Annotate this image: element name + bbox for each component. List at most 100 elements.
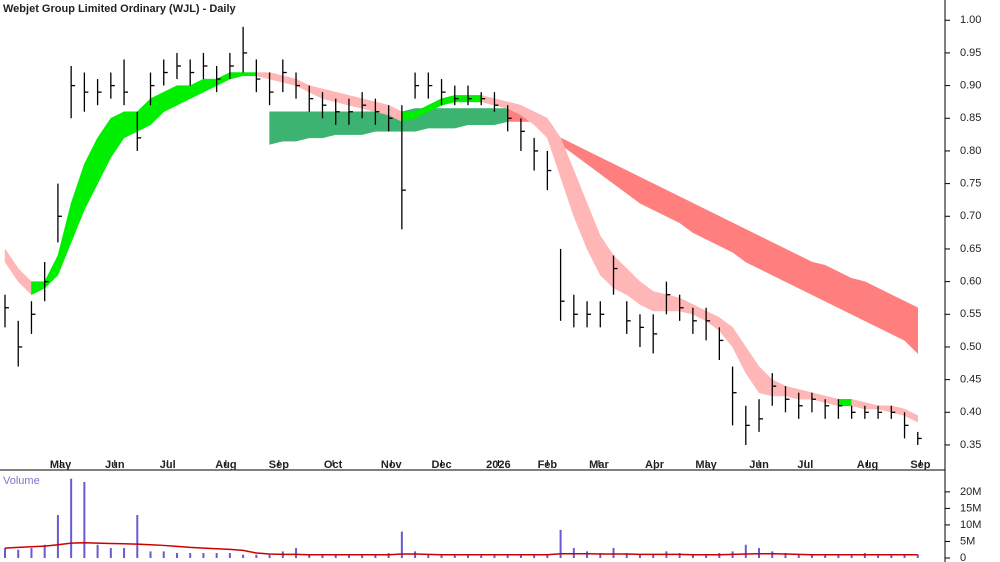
- ribbon-segment: [441, 108, 456, 129]
- ribbon-segment: [824, 264, 839, 309]
- y-tick-label: 0.40: [960, 406, 981, 418]
- ribbon-segment: [838, 271, 852, 315]
- ribbon-segment: [705, 209, 720, 247]
- volume-bar: [916, 554, 919, 558]
- volume-bar: [797, 554, 800, 558]
- volume-bar: [83, 481, 86, 558]
- volume-title: Volume: [3, 475, 40, 487]
- x-tick-label: Jul: [797, 459, 813, 471]
- ribbon-segment: [428, 108, 442, 129]
- volume-tick-label: 10M: [960, 519, 981, 531]
- volume-bar: [506, 554, 509, 558]
- volume-bar: [295, 548, 298, 558]
- x-tick-label: Sep: [269, 459, 289, 471]
- volume-bar: [863, 553, 866, 558]
- volume-bar: [427, 554, 430, 558]
- volume-bar: [308, 554, 311, 558]
- volume-tick-label: 15M: [960, 502, 981, 514]
- volume-bar: [533, 554, 536, 558]
- volume-bar: [70, 478, 73, 558]
- volume-bar: [850, 554, 853, 558]
- volume-bar: [361, 554, 364, 558]
- volume-bar: [400, 531, 403, 558]
- chart-title: Webjet Group Limited Ordinary (WJL) - Da…: [3, 3, 237, 15]
- ribbon-segment: [904, 300, 919, 355]
- volume-bar: [625, 553, 628, 558]
- volume-ma: [4, 542, 918, 556]
- volume-bar: [691, 554, 694, 558]
- ribbon-segment: [891, 294, 905, 341]
- x-tick-label: Oct: [324, 459, 343, 471]
- y-tick-label: 1.00: [960, 14, 981, 26]
- ribbon-segment: [269, 111, 284, 145]
- volume-bar: [824, 554, 827, 558]
- ribbon-segment: [772, 242, 786, 283]
- y-tick-label: 0.90: [960, 80, 981, 92]
- volume-bar: [96, 544, 99, 558]
- volume-bar: [228, 553, 231, 558]
- ribbon-segment: [309, 111, 323, 139]
- volume-bar: [149, 551, 152, 558]
- volume-bar: [718, 553, 721, 558]
- ribbon-segment: [877, 287, 892, 335]
- volume-bar: [638, 554, 641, 558]
- ribbon-segment: [758, 235, 773, 276]
- volume-bar: [480, 554, 483, 558]
- ribbon-segment: [335, 111, 350, 135]
- volume-bar: [810, 554, 813, 558]
- volume-bar: [30, 548, 33, 558]
- volume-bar: [744, 544, 747, 558]
- volume-bar: [56, 515, 59, 558]
- volume-bar: [43, 544, 46, 558]
- ribbon-segment: [811, 261, 826, 302]
- ribbon-segment: [838, 398, 852, 407]
- ribbon-segment: [322, 111, 336, 139]
- volume-bar: [215, 553, 218, 558]
- y-tick-label: 0.45: [960, 374, 981, 386]
- volume-bar: [334, 554, 337, 558]
- volume-bar: [202, 553, 205, 558]
- volume-bar: [586, 551, 589, 558]
- ribbon-segment: [295, 111, 310, 142]
- ribbon-segment: [785, 248, 799, 289]
- ribbon-segment: [719, 215, 733, 253]
- volume-tick-label: 20M: [960, 486, 981, 498]
- volume-bar: [678, 553, 681, 558]
- volume-bar: [109, 548, 112, 558]
- ribbon-segment: [282, 111, 297, 142]
- x-tick-label: Apr: [645, 459, 665, 471]
- ribbon-segment: [480, 108, 495, 126]
- volume-bar: [771, 551, 774, 558]
- volume-bar: [136, 515, 139, 558]
- volume-bar: [705, 554, 708, 558]
- x-tick-label: 2026: [486, 459, 510, 471]
- volume-bar: [903, 554, 906, 558]
- ribbon-segment: [361, 111, 376, 135]
- volume-bar: [255, 554, 258, 558]
- y-tick-label: 0.95: [960, 47, 981, 59]
- volume-bar: [175, 553, 178, 558]
- y-tick-label: 0.85: [960, 112, 981, 124]
- y-tick-label: 0.70: [960, 210, 981, 222]
- volume-bar: [493, 554, 496, 558]
- volume-tick-label: 5M: [960, 535, 975, 547]
- y-tick-label: 0.55: [960, 308, 981, 320]
- volume-bar: [321, 554, 324, 558]
- y-tick-label: 0.75: [960, 178, 981, 190]
- volume-bar: [347, 554, 350, 558]
- ribbon-segment: [242, 72, 257, 77]
- volume-bar: [890, 554, 893, 558]
- volume-bar: [784, 553, 787, 558]
- volume-bar: [519, 554, 522, 558]
- y-tick-label: 0.50: [960, 341, 981, 353]
- volume-bar: [652, 554, 655, 558]
- ribbon-segment: [467, 108, 482, 126]
- volume-bar: [467, 554, 469, 558]
- volume-bar: [242, 554, 245, 558]
- volume-bar: [17, 549, 20, 558]
- x-tick-label: May: [50, 459, 72, 471]
- volume-bar: [440, 554, 443, 558]
- volume-bar: [123, 548, 126, 558]
- y-tick-label: 0.80: [960, 145, 981, 157]
